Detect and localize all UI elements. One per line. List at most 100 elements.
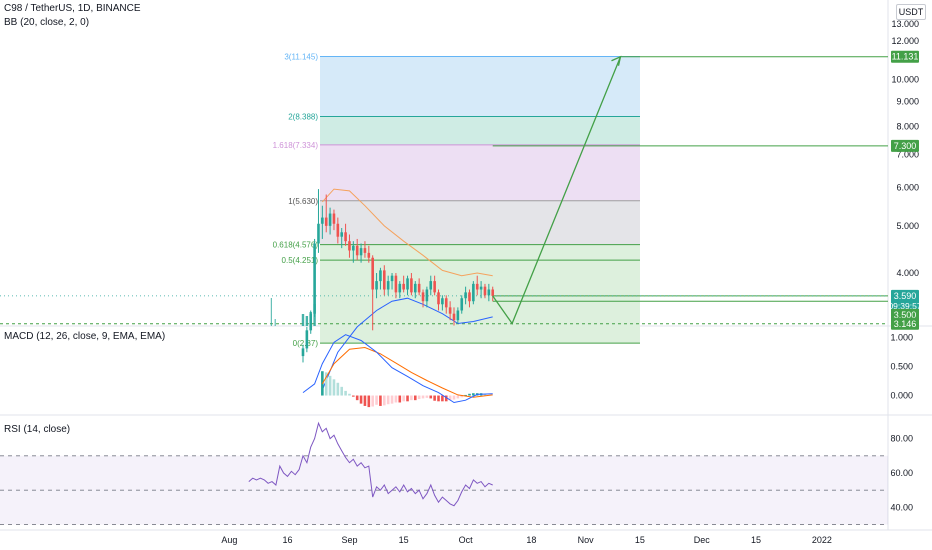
candle-body — [324, 217, 328, 226]
candle-body — [301, 348, 305, 357]
macd-tick-label: 0.000 — [890, 391, 913, 401]
symbol-title: C98 / TetherUS, 1D, BINANCE — [4, 3, 141, 14]
macd-histogram-bar — [452, 395, 456, 400]
countdown-label: 09:39:57 — [888, 301, 921, 311]
time-tick-label: 15 — [635, 535, 645, 545]
volume-bar — [305, 316, 309, 326]
macd-histogram-bar — [344, 390, 347, 396]
candle-body — [332, 213, 336, 224]
currency-button[interactable]: USDT — [896, 4, 926, 20]
rsi-tick-label: 40.00 — [890, 502, 913, 512]
macd-histogram-bar — [383, 395, 386, 406]
macd-histogram-bar — [379, 395, 382, 406]
volume-bar — [270, 298, 272, 326]
candle-body — [452, 313, 456, 321]
candle-body — [390, 275, 394, 282]
price-tick-label: 9.000 — [896, 97, 919, 107]
candle-body — [410, 278, 413, 293]
candle-body — [383, 270, 386, 290]
macd-histogram-bar — [468, 393, 471, 396]
bollinger-upper-line — [321, 188, 493, 277]
candle-body — [429, 281, 433, 290]
fib-level-label: 3(11.145) — [284, 52, 318, 61]
candle-body — [417, 283, 421, 293]
price-tick-label: 13.000 — [891, 19, 919, 29]
time-tick-label: Dec — [694, 535, 711, 545]
time-tick-label: 16 — [282, 535, 292, 545]
macd-histogram-bar — [421, 395, 425, 399]
macd-histogram-bar — [464, 394, 467, 396]
macd-histogram-bar — [441, 395, 444, 402]
macd-histogram-bar — [324, 372, 328, 396]
fib-zone — [320, 144, 640, 201]
macd-histogram-bar — [359, 395, 363, 404]
price-axis-label-box — [891, 50, 919, 63]
price-axis-label-box — [891, 139, 919, 152]
bollinger-lower-line — [321, 297, 493, 391]
macd-histogram-bar — [367, 395, 371, 408]
rsi-title: RSI (14, close) — [4, 424, 70, 435]
candle-body — [375, 281, 378, 290]
macd-histogram-bar — [429, 395, 433, 399]
price-axis-label: 11.131 — [892, 52, 919, 62]
fib-zone — [320, 56, 640, 117]
fib-zone — [320, 116, 640, 145]
candle-body — [437, 292, 440, 305]
candle-body — [425, 289, 429, 302]
macd-histogram-bar — [394, 395, 398, 403]
macd-histogram-bar — [340, 386, 344, 396]
macd-histogram-bar — [410, 395, 413, 401]
macd-histogram-bar — [413, 395, 417, 401]
macd-histogram-bar — [460, 395, 464, 398]
macd-histogram-bar — [328, 375, 332, 396]
macd-histogram-bar — [406, 395, 409, 402]
candle-body — [433, 281, 436, 293]
candle-body — [456, 310, 460, 321]
candle-body — [406, 278, 409, 290]
macd-histogram-bar — [386, 395, 390, 405]
macd-histogram-bar — [352, 395, 355, 397]
macd-histogram-bar — [444, 395, 448, 402]
price-tick-label: 5.000 — [896, 221, 919, 231]
price-tick-label: 10.000 — [891, 74, 919, 84]
volume-bar — [274, 319, 276, 326]
macd-histogram-bar — [355, 395, 359, 401]
candle-body — [317, 223, 320, 244]
macd-histogram-bar — [390, 395, 394, 404]
candle-body — [413, 283, 417, 293]
macd-line — [302, 334, 493, 404]
price-tick-label: 8.000 — [896, 122, 919, 132]
candle-body — [363, 248, 367, 253]
candle-body — [309, 313, 313, 331]
price-tick-label: 4.000 — [896, 268, 919, 278]
bb-indicator-label: BB (20, close, 2, 0) — [4, 17, 90, 28]
macd-histogram-bar — [433, 395, 436, 401]
candle-body — [394, 275, 398, 293]
price-axis-label-box — [891, 317, 919, 330]
macd-histogram-bar — [336, 382, 340, 396]
projection-arrowhead — [611, 55, 622, 66]
fib-level-label: 2(8.388) — [288, 113, 318, 122]
candle-body — [483, 286, 487, 296]
candle-body — [344, 232, 347, 242]
candle-body — [352, 245, 355, 251]
time-tick-label: Oct — [459, 535, 474, 545]
time-tick-label: Sep — [341, 535, 357, 545]
time-tick-label: Nov — [578, 535, 595, 545]
projection-path — [492, 56, 622, 325]
rsi-line — [248, 421, 493, 507]
price-axis-label: 3.500 — [894, 310, 917, 320]
candle-body — [348, 241, 351, 251]
candle-body — [460, 298, 464, 311]
fib-level-label: 1.618(7.334) — [273, 141, 319, 150]
price-axis-label-box — [891, 289, 919, 311]
candle-body — [475, 283, 479, 290]
candle-body — [379, 270, 382, 282]
macd-histogram-bar — [483, 393, 487, 396]
macd-histogram-bar — [417, 395, 421, 399]
macd-histogram-bar — [448, 395, 452, 401]
macd-histogram-bar — [402, 395, 405, 402]
candle-body — [487, 289, 491, 296]
candle-body — [441, 298, 444, 305]
